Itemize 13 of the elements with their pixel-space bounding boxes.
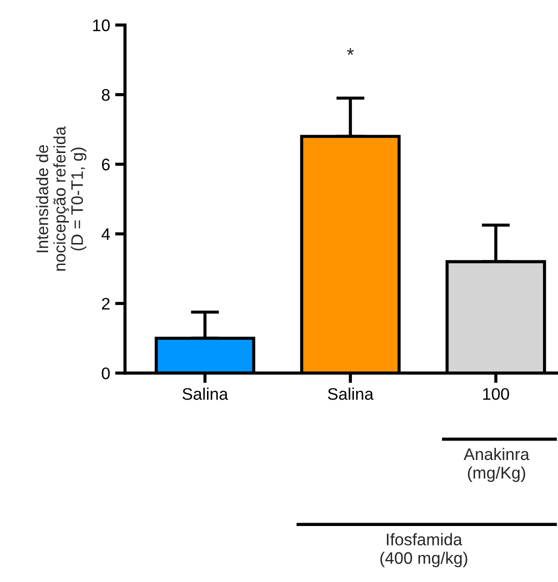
y-tick-label: 0 [102, 367, 110, 380]
y-tick-label: 8 [102, 89, 110, 101]
y-axis-title: Intensidade de nocicepção referida (D = T0-T1, g) [36, 126, 86, 271]
text: Anakinra (mg/Kg) [464, 448, 530, 482]
y-tick-label: 2 [102, 298, 110, 310]
text: Ifosfamida (400 mg/kg) [380, 533, 468, 568]
y-tick-label: 10 [93, 19, 110, 32]
annotation: * [346, 48, 354, 55]
x-tick-label: 100 [483, 388, 510, 400]
x-tick-label: Salina [328, 388, 374, 400]
y-tick-label: 4 [102, 228, 110, 240]
y-tick-label: 6 [102, 158, 110, 170]
x-tick-label: Salina [182, 388, 228, 400]
